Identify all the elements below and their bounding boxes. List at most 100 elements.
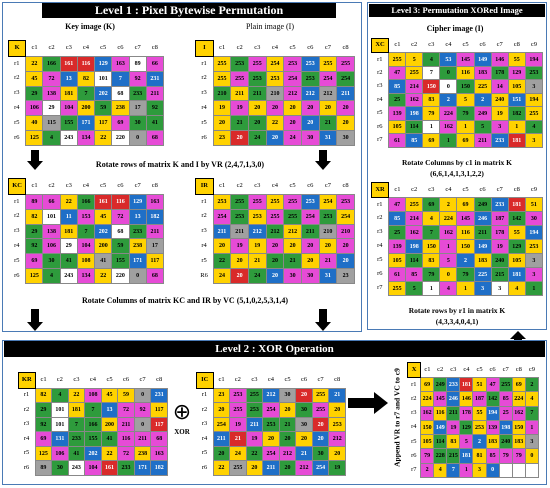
matrix-cell: 21: [318, 253, 338, 270]
matrix-cell: 19: [230, 100, 249, 117]
column-header: c7: [496, 185, 503, 193]
matrix-cell: 253: [262, 416, 280, 433]
matrix-cell: 20: [300, 115, 320, 132]
matrix-row: r2 20 255 253 254 20 30 255 20: [197, 402, 346, 418]
matrix-cell: 17: [145, 238, 165, 255]
matrix-cell: 83: [446, 434, 461, 450]
matrix-row: r5 105 114 83 5 2 183 240 183 3: [408, 434, 540, 450]
matrix-cell: 138: [42, 85, 61, 102]
matrix-cell: 7: [67, 416, 86, 433]
matrix-row: r5 69 30 41 108 41 155 171 117: [9, 253, 165, 270]
matrix-cell: 183: [473, 253, 492, 268]
matrix-cell: 125: [34, 445, 53, 462]
matrix-ir: IR c1 c2 c3 c4 c5 c6 c7 c8 r1 253 255 255 255 255 253 25…: [195, 178, 355, 284]
row-header: r4: [411, 423, 417, 431]
matrix-cell: 79: [422, 106, 441, 121]
column-header: c4: [267, 375, 275, 383]
matrix-cell: 155: [84, 431, 102, 447]
matrix-row: r3 254 19 211 253 21 30 20 253: [197, 416, 346, 433]
matrix-cell: 181: [507, 197, 526, 212]
matrix-cell: 22: [100, 445, 119, 462]
row-header: r4: [201, 434, 208, 442]
plain-image-label: Plain image (I): [246, 22, 294, 31]
matrix-cell: 20: [311, 416, 330, 433]
matrix-cell: 4: [524, 119, 544, 135]
matrix-cell: 0: [439, 65, 458, 81]
matrix-cell: 20: [318, 238, 338, 255]
matrix-cell: 1: [456, 119, 475, 135]
row-header: r2: [411, 394, 417, 402]
matrix-cell: 114: [405, 119, 424, 135]
column-header: c6: [479, 41, 486, 49]
matrix-cell: 117: [150, 402, 168, 418]
column-header: c7: [324, 181, 331, 189]
matrix-cell: 79: [498, 448, 513, 464]
matrix-row: r6 22 255 20 211 20 212 254 19: [197, 460, 346, 476]
matrix-cell: 181: [459, 377, 474, 393]
matrix-row: r7 61 85 69 1 69 211 233 181 3: [372, 133, 544, 148]
matrix-cell: 79: [422, 267, 441, 282]
column-header: c1: [394, 185, 401, 193]
matrix-cell: 66: [42, 193, 61, 210]
matrix-cell: 79: [420, 448, 435, 464]
row-header: r1: [411, 380, 417, 388]
matrix-cell: 5: [456, 92, 475, 108]
matrix-cell: 1: [524, 419, 540, 436]
matrix-cell: 253: [247, 70, 267, 87]
matrix-cell: 106: [25, 100, 44, 117]
matrix-cell: 211: [230, 85, 249, 102]
down-arrow-right-1: [315, 150, 331, 170]
matrix-cell: 254: [212, 208, 232, 225]
matrix-cell: 68: [111, 85, 130, 102]
matrix-row: r4 25 162 83 2 5 2 240 151 194: [372, 92, 544, 108]
matrix-cell: 21: [295, 445, 313, 462]
column-header: c3: [65, 43, 72, 51]
matrix-row: r4 211 21 19 20 20 20 20 212: [197, 431, 346, 447]
matrix-cell: 101: [42, 208, 61, 225]
matrix-cell: 0: [524, 448, 540, 464]
matrix-cell: 253: [229, 387, 247, 404]
matrix-cell: 253: [230, 208, 249, 225]
matrix-cell: 55: [507, 225, 526, 240]
matrix-cell: 79: [456, 267, 475, 282]
matrix-cell: 254: [311, 460, 330, 476]
matrix-cell: 20: [265, 130, 285, 146]
matrix-cell: 171: [76, 115, 96, 132]
matrix-cell: 116: [117, 431, 135, 447]
column-header: c7: [317, 375, 324, 383]
matrix-cell: 178: [459, 405, 474, 421]
matrix-cell: 24: [212, 268, 232, 284]
matrix-cell: 89: [34, 460, 53, 476]
matrix-cell: 69: [422, 197, 441, 212]
matrix-cell: 1: [507, 119, 526, 135]
matrix-cell: 20: [245, 460, 264, 476]
row-header: r5: [201, 118, 207, 126]
matrix-cell: 105: [507, 79, 526, 94]
matrix-row: r2 224 145 246 146 187 142 85 224 4: [408, 391, 540, 407]
matrix-cell: 1: [422, 119, 441, 135]
matrix-tag: X: [406, 361, 422, 379]
matrix-cell: 214: [405, 79, 424, 94]
matrix-cell: 1: [456, 281, 475, 296]
matrix-cell: 2: [439, 92, 458, 108]
matrix-cell: 20: [283, 238, 302, 255]
row-header: r6: [14, 133, 20, 141]
matrix-tag: XC: [370, 37, 390, 54]
matrix-cell: 182: [507, 106, 526, 121]
matrix-cell: 4: [439, 281, 458, 296]
matrix-cell: 53: [439, 52, 458, 67]
matrix-tag: KC: [7, 178, 27, 195]
matrix-cell: 22: [94, 268, 113, 284]
matrix-row: r4 69 131 233 155 41 116 211 68: [19, 431, 168, 447]
matrix-cell: 211: [446, 405, 461, 421]
matrix-row: r5 40 115 155 171 117 69 30 41: [9, 115, 165, 132]
matrix-cell: 0: [133, 416, 152, 433]
column-header: c1: [219, 181, 226, 189]
matrix-cell: 211: [262, 460, 280, 476]
matrix-row: r4 139 198 150 1 150 149 19 129 253: [372, 239, 544, 254]
matrix-cell: 7: [422, 65, 441, 81]
matrix-cell: 187: [472, 391, 487, 407]
matrix-cell: 155: [59, 115, 78, 132]
matrix-row: r1 253 255 255 255 255 253 254 253: [196, 193, 355, 210]
matrix-cell: 3: [524, 79, 544, 94]
